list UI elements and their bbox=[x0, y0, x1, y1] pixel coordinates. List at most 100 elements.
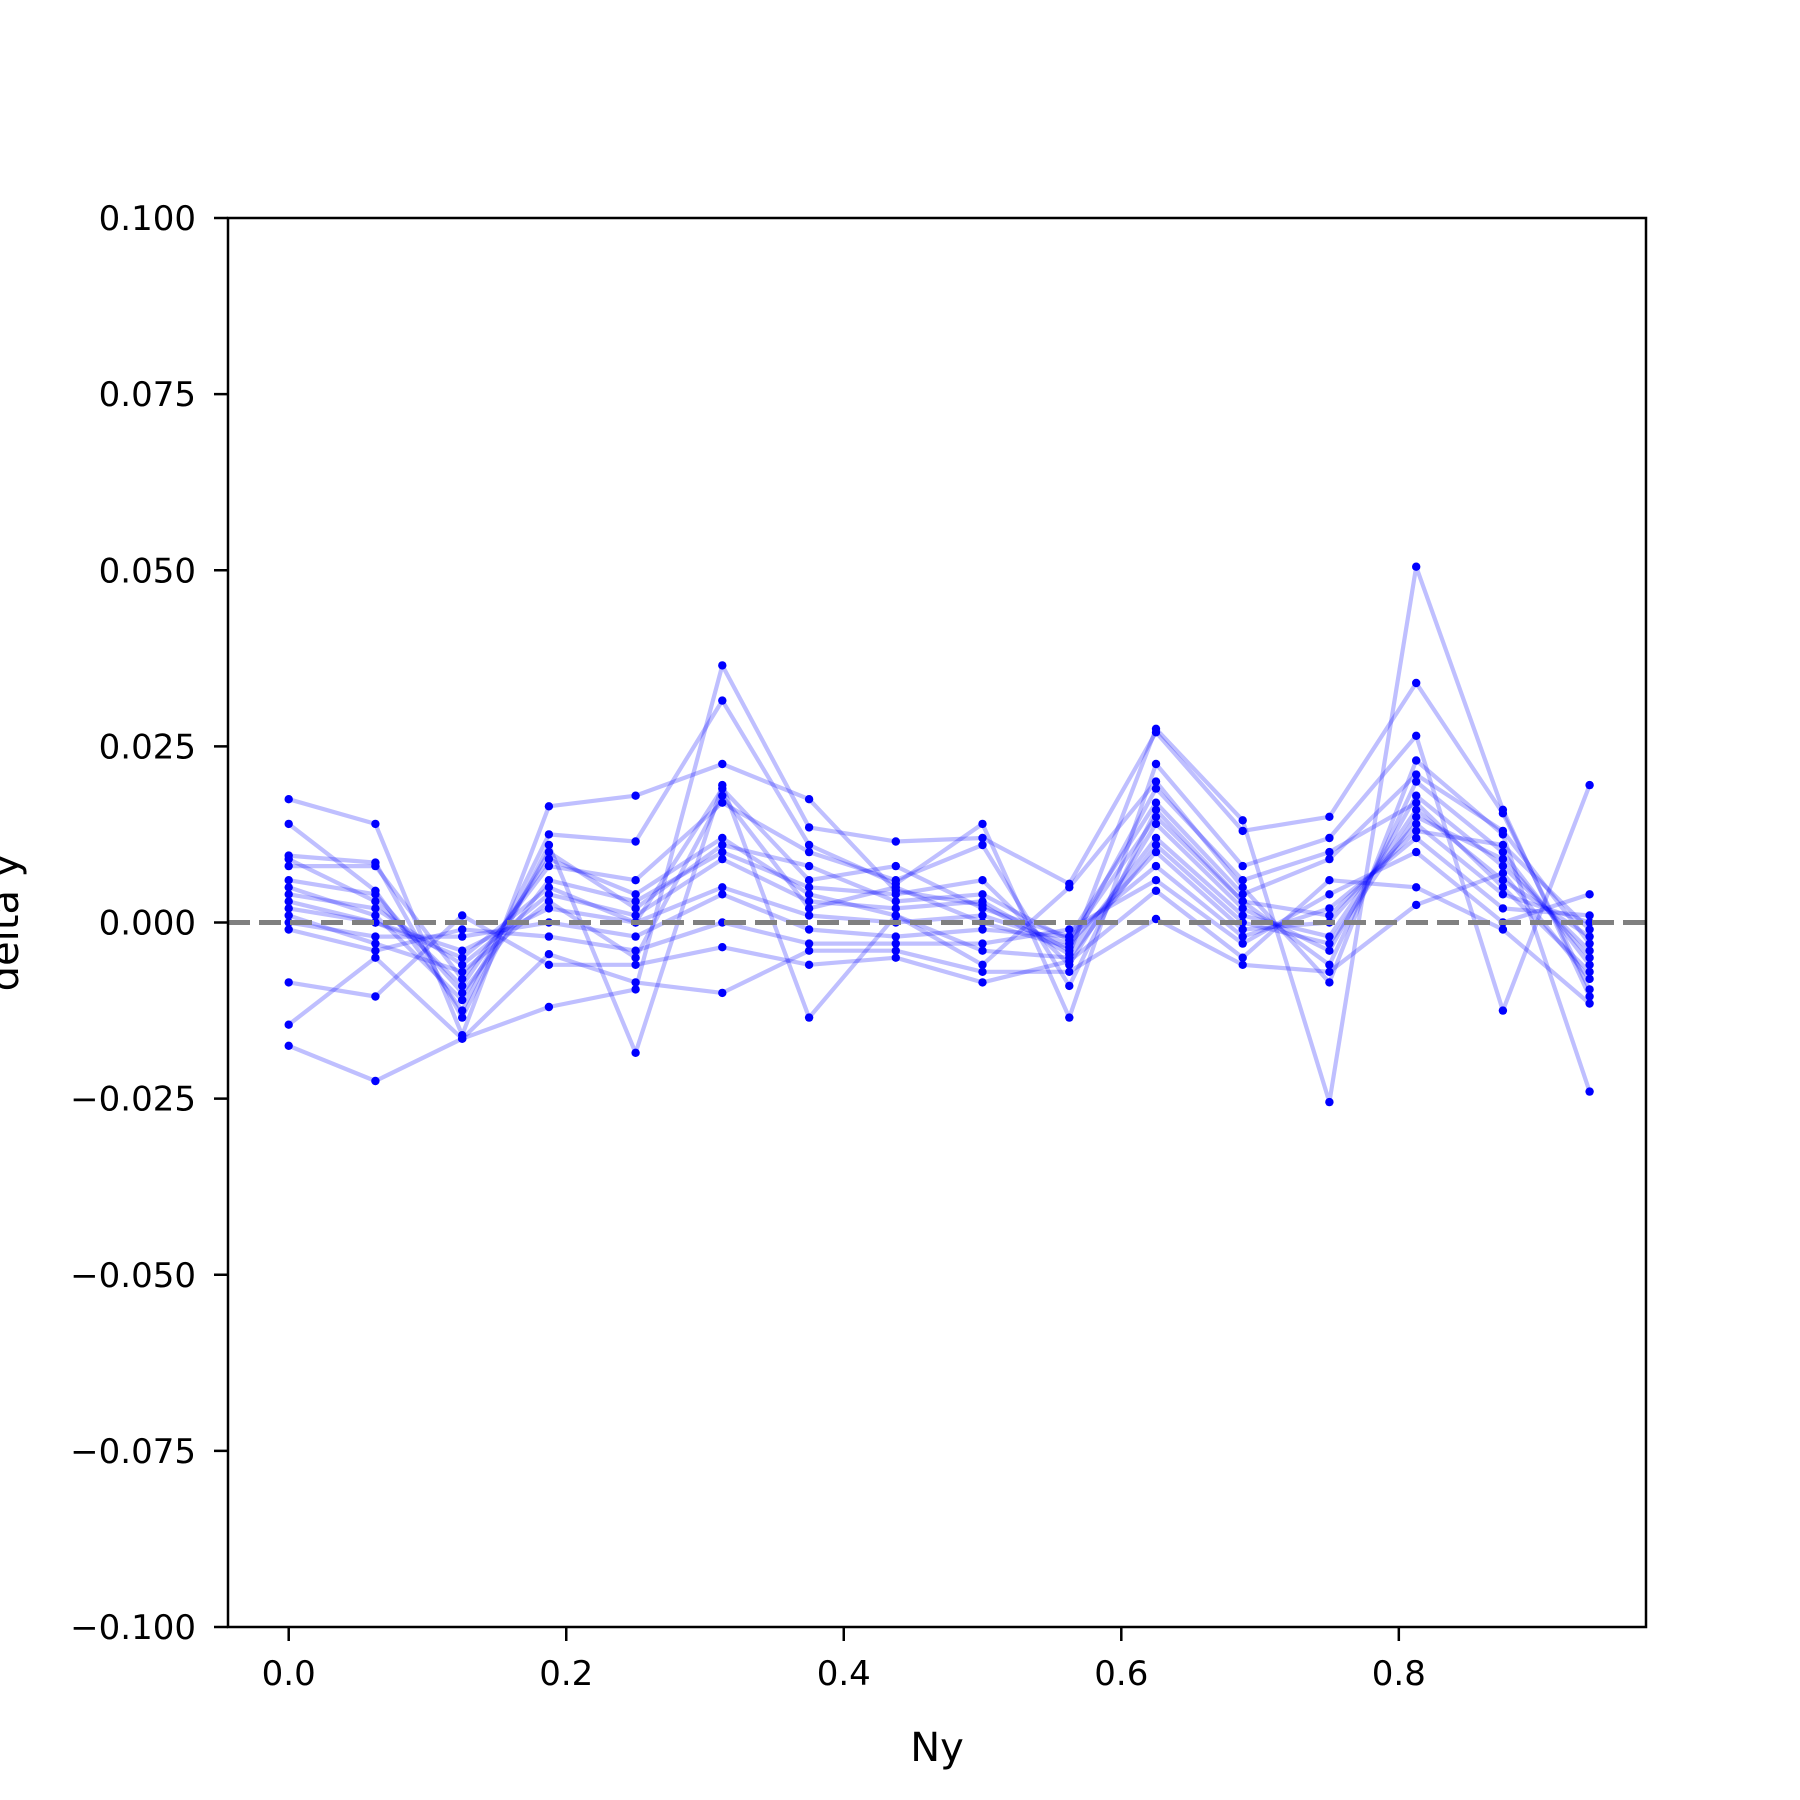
series-line bbox=[288, 849, 1591, 953]
y-tick-label: −0.025 bbox=[70, 1080, 196, 1120]
data-point bbox=[1498, 826, 1508, 836]
data-point bbox=[891, 837, 900, 846]
data-point bbox=[631, 876, 640, 885]
data-point bbox=[891, 953, 900, 962]
y-axis-label: delta y bbox=[0, 854, 28, 992]
series-line bbox=[288, 793, 1592, 996]
data-point bbox=[978, 946, 987, 955]
data-point bbox=[891, 904, 900, 913]
data-point bbox=[804, 925, 814, 934]
data-point bbox=[1238, 939, 1247, 948]
data-point bbox=[284, 911, 293, 920]
data-point bbox=[1325, 939, 1334, 948]
data-point bbox=[718, 840, 727, 850]
data-point bbox=[1412, 900, 1421, 910]
data-point bbox=[1498, 861, 1508, 871]
data-point bbox=[371, 939, 380, 948]
data-point bbox=[1498, 876, 1508, 885]
data-point bbox=[458, 925, 467, 934]
data-point bbox=[1065, 883, 1074, 892]
data-point bbox=[804, 911, 814, 920]
data-point bbox=[1238, 960, 1247, 969]
data-point bbox=[544, 802, 554, 811]
series-line bbox=[287, 663, 1592, 1084]
y-tick-label: −0.100 bbox=[70, 1608, 196, 1648]
data-point bbox=[891, 932, 900, 941]
data-point bbox=[804, 861, 814, 871]
data-point bbox=[1412, 833, 1421, 843]
data-point bbox=[544, 1002, 554, 1012]
data-point bbox=[804, 897, 814, 906]
data-point bbox=[371, 904, 380, 913]
data-point bbox=[284, 1041, 293, 1051]
data-point bbox=[978, 960, 987, 969]
data-point bbox=[631, 890, 640, 899]
series-line bbox=[288, 758, 1592, 1093]
x-axis-label: Ny bbox=[910, 1725, 964, 1771]
x-tick-label: 0.2 bbox=[539, 1654, 593, 1694]
data-point bbox=[1585, 946, 1594, 955]
data-point bbox=[1585, 960, 1594, 969]
data-point bbox=[1238, 861, 1247, 871]
data-point bbox=[891, 876, 900, 885]
data-point bbox=[1498, 854, 1508, 864]
data-point bbox=[284, 883, 293, 892]
data-point bbox=[804, 883, 814, 892]
x-tick-label: 0.0 bbox=[262, 1654, 316, 1694]
data-point bbox=[1238, 876, 1247, 885]
data-point bbox=[1412, 812, 1421, 821]
data-point bbox=[1238, 925, 1247, 934]
data-point bbox=[1325, 890, 1334, 899]
data-point bbox=[891, 911, 900, 920]
data-point bbox=[458, 1034, 467, 1043]
data-point bbox=[1412, 562, 1421, 571]
data-point bbox=[1585, 911, 1594, 920]
x-tick-label: 0.4 bbox=[817, 1654, 871, 1694]
series-line bbox=[288, 564, 1592, 1105]
data-point bbox=[1498, 847, 1508, 857]
data-point bbox=[718, 883, 727, 892]
data-point bbox=[458, 988, 467, 998]
data-point bbox=[804, 876, 814, 885]
data-point bbox=[1498, 925, 1508, 934]
data-point bbox=[544, 890, 554, 899]
data-point bbox=[1151, 847, 1161, 857]
data-point bbox=[1498, 890, 1508, 899]
data-point bbox=[1412, 756, 1421, 765]
data-point bbox=[1498, 904, 1508, 913]
data-point bbox=[804, 890, 814, 899]
data-point bbox=[1325, 812, 1334, 821]
data-point bbox=[1238, 932, 1247, 941]
data-point bbox=[458, 1006, 467, 1015]
data-point bbox=[1498, 840, 1508, 850]
x-tick-label: 0.6 bbox=[1094, 1654, 1148, 1694]
data-point bbox=[631, 960, 640, 969]
data-point bbox=[718, 988, 727, 998]
data-point bbox=[718, 791, 727, 800]
data-point bbox=[1585, 918, 1594, 927]
data-point bbox=[1325, 847, 1334, 857]
data-point bbox=[1412, 798, 1421, 807]
data-point bbox=[1585, 985, 1594, 994]
data-point bbox=[371, 911, 380, 920]
data-point bbox=[978, 939, 987, 948]
data-point bbox=[718, 696, 727, 705]
data-point bbox=[1412, 678, 1421, 688]
data-point bbox=[1585, 967, 1594, 976]
data-point bbox=[804, 939, 814, 948]
data-point bbox=[1412, 791, 1421, 800]
data-point bbox=[1325, 904, 1334, 913]
data-point bbox=[458, 1013, 467, 1022]
data-point bbox=[1151, 759, 1161, 769]
data-point bbox=[978, 925, 987, 934]
data-point bbox=[284, 897, 293, 906]
data-point bbox=[978, 978, 987, 987]
data-point bbox=[284, 819, 293, 829]
data-point bbox=[1151, 819, 1161, 829]
data-point bbox=[631, 897, 640, 906]
data-point bbox=[718, 661, 727, 670]
series-line bbox=[288, 772, 1592, 960]
data-point bbox=[1325, 978, 1334, 987]
data-point bbox=[371, 953, 380, 962]
data-point bbox=[1325, 833, 1334, 843]
